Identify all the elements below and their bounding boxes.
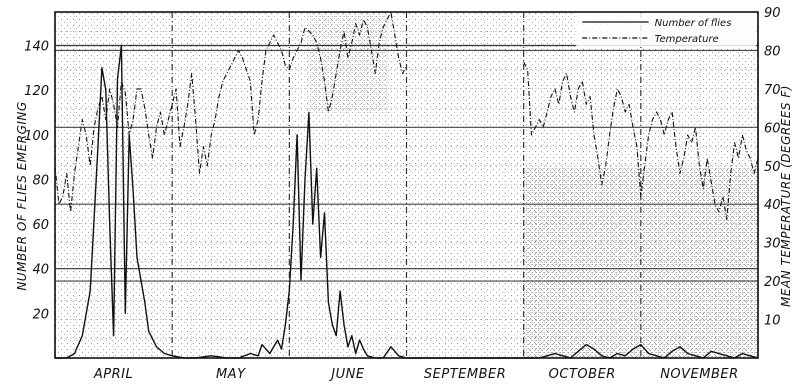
y-right-tick-label: 60 (764, 121, 781, 136)
y-left-tick-label: 140 (24, 39, 49, 54)
month-label: SEPTEMBER (424, 367, 506, 382)
legend-label: Number of flies (655, 18, 732, 29)
y-right-tick-label: 80 (764, 44, 781, 59)
month-label: JUNE (328, 367, 365, 382)
paper-texture-dense (308, 12, 387, 113)
legend-box (576, 13, 756, 47)
y-left-tick-label: 80 (32, 173, 49, 188)
legend: Number of flies Temperature (576, 13, 756, 47)
y-axis-right-title: MEAN TEMPERATURE (DEGREES F) (779, 85, 793, 307)
series-line-number-of-flies (523, 343, 759, 359)
y-right-tick-label: 10 (764, 314, 781, 329)
y-right-tick-label: 20 (764, 275, 781, 290)
month-label: OCTOBER (549, 367, 616, 382)
legend-label: Temperature (655, 34, 719, 45)
y-left-tick-label: 120 (24, 84, 49, 99)
y-left-tick-label: 40 (32, 263, 49, 278)
y-right-tick-label: 70 (764, 83, 781, 98)
tick-labels: 20 40 60 80 100 120 140 10 20 30 40 50 60 70 80 90 (24, 6, 780, 329)
y-axis-left-title: NUMBER OF FLIES EMERGING (15, 101, 29, 290)
y-right-tick-label: 50 (764, 160, 781, 175)
y-right-tick-label: 30 (764, 237, 781, 252)
series-layer (54, 11, 759, 359)
y-left-tick-label: 20 (32, 307, 49, 322)
month-labels: APRIL MAY JUNE SEPTEMBER OCTOBER NOVEMBER (93, 367, 738, 382)
month-label: MAY (216, 367, 246, 382)
month-label: NOVEMBER (660, 367, 738, 382)
y-right-tick-label: 90 (764, 6, 781, 21)
y-left-tick-label: 100 (24, 129, 49, 144)
y-left-tick-label: 60 (32, 218, 49, 233)
y-right-tick-label: 40 (764, 198, 781, 213)
month-label: APRIL (93, 367, 133, 382)
